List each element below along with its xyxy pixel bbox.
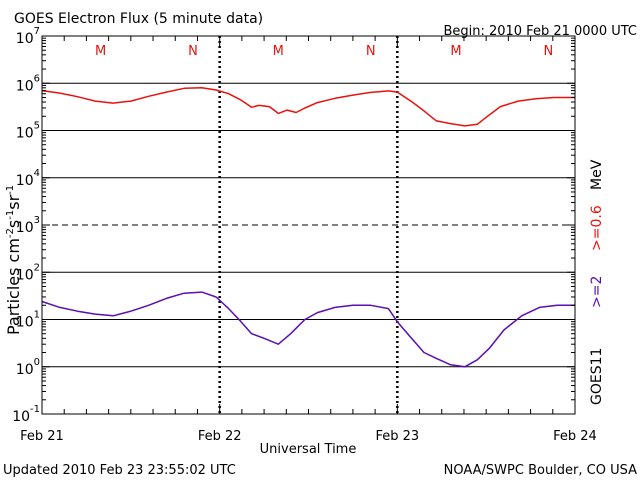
series-line-mev06 <box>41 87 575 127</box>
satellite-label: GOES11 <box>589 348 605 405</box>
mev06-unit-label: MeV <box>589 159 605 190</box>
chart-title: GOES Electron Flux (5 minute data) <box>14 11 263 27</box>
series-lines <box>41 87 575 368</box>
begin-label: Begin: 2010 Feb 21 0000 UTC <box>443 24 637 39</box>
x-tick-label: Feb 23 <box>375 429 419 444</box>
footer-credit: NOAA/SWPC Boulder, CO USA <box>444 463 637 478</box>
mn-marker: M <box>273 44 284 59</box>
y-tick-label: 107 <box>16 26 40 47</box>
axis-ticks <box>41 35 576 415</box>
footer-updated: Updated 2010 Feb 23 23:55:02 UTC <box>3 463 236 478</box>
mn-marker: M <box>450 44 461 59</box>
y-tick-label: 101 <box>16 310 40 331</box>
mn-marker: M <box>95 44 106 59</box>
mn-marker: N <box>543 44 553 59</box>
gridlines <box>42 82 575 368</box>
x-tick-label: Feb 21 <box>20 429 64 444</box>
y-tick-labels: 107 106 105 104 103 102 101 100 10-1 <box>12 26 40 425</box>
y-tick-label: 103 <box>16 215 40 236</box>
y-tick-label: 105 <box>16 121 40 142</box>
y-tick-label: 104 <box>16 168 40 189</box>
day-separators <box>218 36 399 414</box>
y-axis-label: Particles cm-2s-1sr-1 <box>4 185 23 335</box>
x-tick-label: Feb 24 <box>553 429 597 444</box>
series-line-mev2 <box>41 291 575 368</box>
mn-marker: N <box>366 44 376 59</box>
y-tick-label: 106 <box>16 73 40 94</box>
mev06-threshold-label: >=0.6 <box>589 205 605 251</box>
x-tick-labels: Feb 21 Feb 22 Feb 23 Feb 24 <box>20 429 597 444</box>
y-tick-label: 102 <box>16 262 40 283</box>
y-tick-label: 100 <box>16 357 40 378</box>
y-tick-label: 10-1 <box>12 404 40 425</box>
x-axis-label: Universal Time <box>260 442 357 457</box>
x-tick-label: Feb 22 <box>198 429 242 444</box>
mev2-threshold-label: >=2 <box>589 276 605 308</box>
mn-marker: N <box>188 44 198 59</box>
